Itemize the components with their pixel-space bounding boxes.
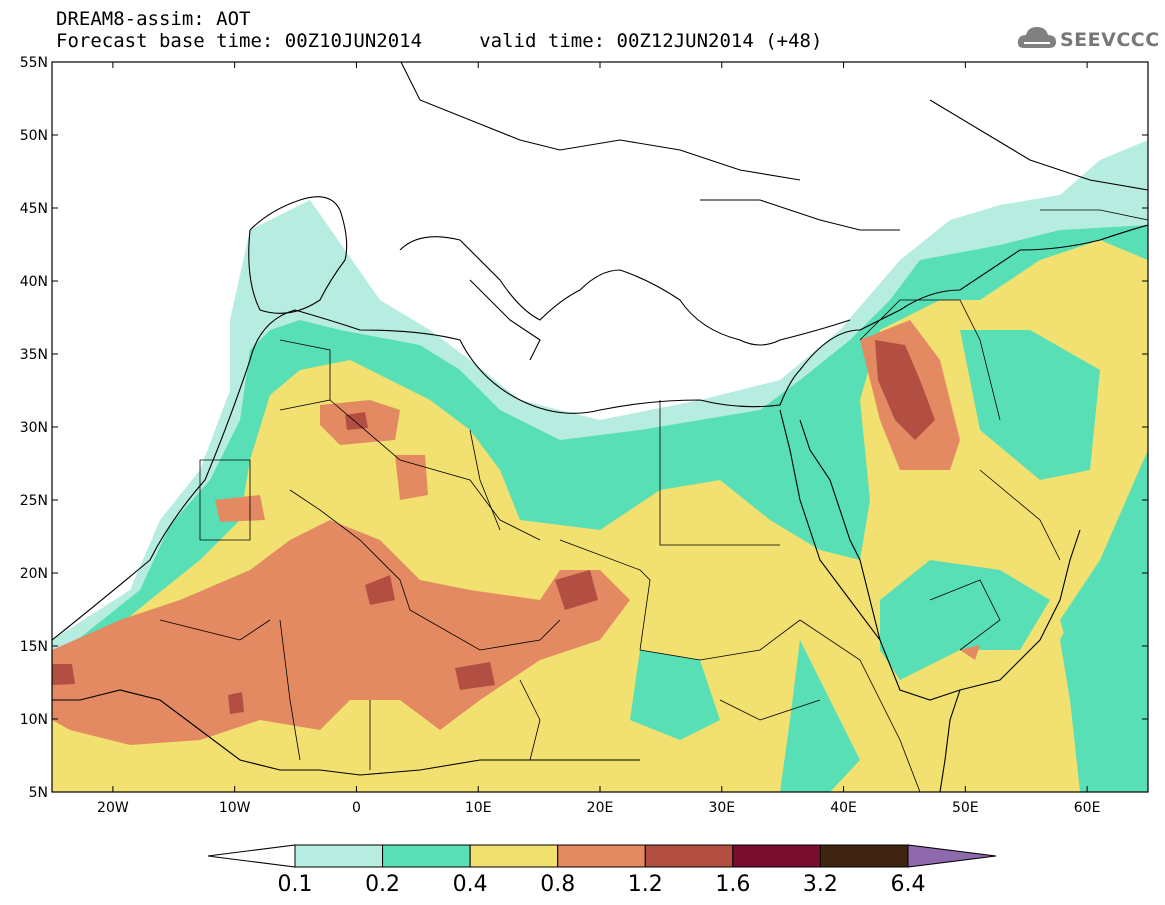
lat-tick-label: 5N <box>29 785 48 801</box>
lon-tick-label: 10W <box>219 800 251 816</box>
aot-band-1.2 <box>365 575 395 605</box>
lat-tick-label: 50N <box>20 128 48 144</box>
forecast-time-subtitle: Forecast base time: 00Z10JUN2014 valid t… <box>56 30 823 52</box>
colorbar-swatch <box>644 844 734 868</box>
lon-tick-label: 10E <box>465 800 492 816</box>
lon-tick-label: 30E <box>708 800 735 816</box>
lat-tick-label: 30N <box>20 420 48 436</box>
lon-tick-label: 50E <box>952 800 979 816</box>
longitude-axis: 20W 10W 0 10E 20E 30E 40E 50E 60E <box>97 62 1100 816</box>
colorbar-label: 0.1 <box>278 872 313 897</box>
aot-band-0.2 <box>630 650 720 740</box>
aot-band-0.8 <box>960 645 980 660</box>
seevccc-logo: SEEVCCC <box>1016 22 1159 58</box>
lat-tick-label: 25N <box>20 493 48 509</box>
aot-band-0.2 <box>880 560 1050 680</box>
lat-tick-label: 20N <box>20 566 48 582</box>
aot-band-1.2 <box>52 664 75 685</box>
aot-band-1.2 <box>228 692 244 714</box>
colorbar-label: 6.4 <box>891 872 926 897</box>
colorbar-swatch-under <box>207 844 296 868</box>
lat-tick-label: 45N <box>20 201 48 217</box>
aot-band-0.2 <box>780 640 860 792</box>
aot-band-1.2 <box>345 412 368 430</box>
cloud-icon <box>1017 27 1056 48</box>
aot-band-0.2 <box>1060 500 1148 792</box>
colorbar-swatch <box>382 844 471 868</box>
lat-tick-label: 10N <box>20 712 48 728</box>
coastlines <box>52 62 1148 792</box>
lon-tick-label: 60E <box>1074 800 1101 816</box>
colorbar-swatch-over <box>907 844 997 868</box>
colorbar-swatch <box>469 844 559 868</box>
aot-band-0.8 <box>215 495 265 522</box>
lon-tick-label: 20E <box>587 800 614 816</box>
colorbar-swatch <box>732 844 821 868</box>
logo-text: SEEVCCC <box>1060 29 1160 51</box>
colorbar-swatch <box>557 844 646 868</box>
aot-band-0.2 <box>960 330 1100 480</box>
colorbar-label: 3.2 <box>803 872 838 897</box>
lat-tick-label: 40N <box>20 274 48 290</box>
aot-band-1.2 <box>455 662 495 690</box>
colorbar-label: 0.4 <box>453 872 488 897</box>
aot-band-0.8 <box>52 520 630 745</box>
colorbar-swatch <box>819 844 909 868</box>
lat-tick-label: 15N <box>20 639 48 655</box>
aot-band-1.2 <box>555 570 598 610</box>
lat-tick-label: 55N <box>20 55 48 71</box>
colorbar-swatch <box>294 844 384 868</box>
aot-band-1.2 <box>875 340 935 440</box>
lon-tick-label: 40E <box>830 800 857 816</box>
lat-tick-label: 35N <box>20 347 48 363</box>
aot-field <box>52 62 1148 792</box>
colorbar-label: 1.2 <box>628 872 663 897</box>
colorbar-label: 0.2 <box>365 872 400 897</box>
aot-band-0.8 <box>395 455 428 500</box>
country-borders <box>159 209 1148 792</box>
lon-tick-label: 20W <box>97 800 129 816</box>
colorbar-label: 1.6 <box>715 872 750 897</box>
colorbar-label: 0.8 <box>540 872 575 897</box>
map-title: DREAM8-assim: AOT <box>56 8 251 30</box>
latitude-axis: 55N 50N 45N 40N 35N 30N 25N 20N 15N 10N 5N <box>20 55 1148 801</box>
lon-tick-label: 0 <box>352 800 361 816</box>
